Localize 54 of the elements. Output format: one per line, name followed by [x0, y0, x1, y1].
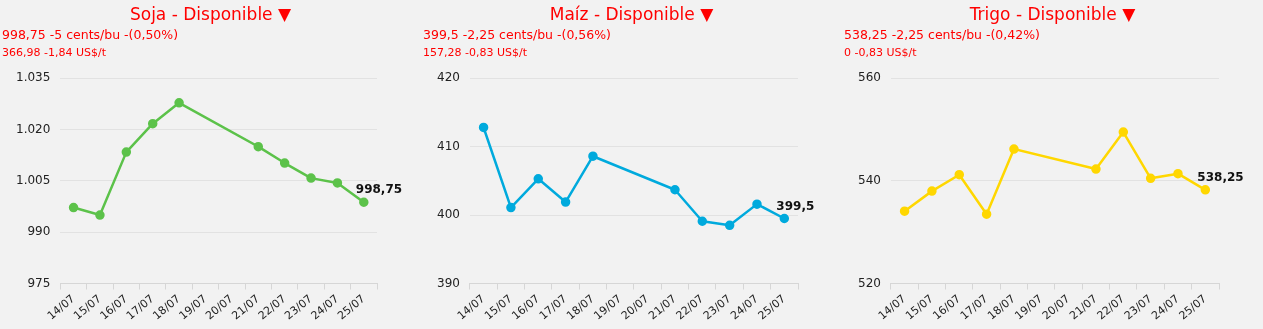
- point: [306, 173, 316, 183]
- y-tick-label: 400: [437, 207, 460, 222]
- point: [332, 178, 343, 188]
- chart-subtitle: 399,5 -2,25 cents/bu -(0,56%): [422, 26, 612, 44]
- y-tick-label: 560: [858, 70, 881, 85]
- y-tick-label: 420: [437, 70, 460, 85]
- point: [927, 186, 937, 196]
- point: [899, 206, 910, 216]
- point: [697, 216, 708, 226]
- data-label: 399,5: [776, 198, 815, 213]
- y-tick-label: 1.035: [15, 70, 51, 85]
- point: [588, 151, 598, 161]
- chart-subtitle: 538,25 -2,25 cents/bu -(0,42%): [843, 26, 1041, 44]
- point: [1145, 173, 1156, 184]
- y-tick-label: 410: [437, 138, 460, 153]
- y-tick-label: 990: [27, 224, 51, 239]
- data-label: 998,75: [355, 182, 403, 197]
- y-tick-label: 520: [858, 275, 881, 290]
- point: [359, 197, 369, 207]
- point: [279, 158, 290, 168]
- point: [253, 141, 264, 152]
- point: [724, 220, 735, 231]
- point: [981, 209, 992, 219]
- y-tick-label: 975: [27, 275, 51, 290]
- point: [1200, 185, 1211, 195]
- point: [954, 169, 965, 180]
- point: [1009, 144, 1019, 154]
- point: [779, 213, 790, 224]
- point: [1091, 164, 1101, 174]
- point: [533, 174, 544, 184]
- y-tick-label: 540: [858, 172, 881, 187]
- point: [1118, 127, 1129, 137]
- chart-subtitle: 998,75 -5 cents/bu -(0,50%): [1, 26, 180, 44]
- chart-title: Soja - Disponible ▼: [128, 3, 293, 25]
- text: 366,98 -1,84 US$/t: [1, 45, 107, 61]
- text: 0 -0,83 US$/t: [843, 45, 918, 61]
- data-label: 538,25: [1197, 169, 1244, 184]
- point: [670, 185, 680, 195]
- point: [560, 197, 571, 207]
- y-tick-label: 1.020: [15, 121, 51, 136]
- point: [506, 202, 516, 213]
- point: [121, 147, 132, 157]
- chart-title: Trigo - Disponible ▼: [968, 3, 1137, 25]
- point: [68, 202, 79, 213]
- y-tick-label: 1.005: [15, 172, 51, 187]
- point: [752, 199, 762, 209]
- chart-title: Maíz - Disponible ▼: [548, 3, 715, 25]
- point: [1173, 168, 1183, 179]
- point: [478, 122, 489, 133]
- y-tick-label: 390: [437, 275, 460, 290]
- point: [174, 98, 184, 108]
- text: 157,28 -0,83 US$/t: [422, 45, 528, 61]
- point: [95, 210, 105, 220]
- point: [147, 118, 158, 129]
